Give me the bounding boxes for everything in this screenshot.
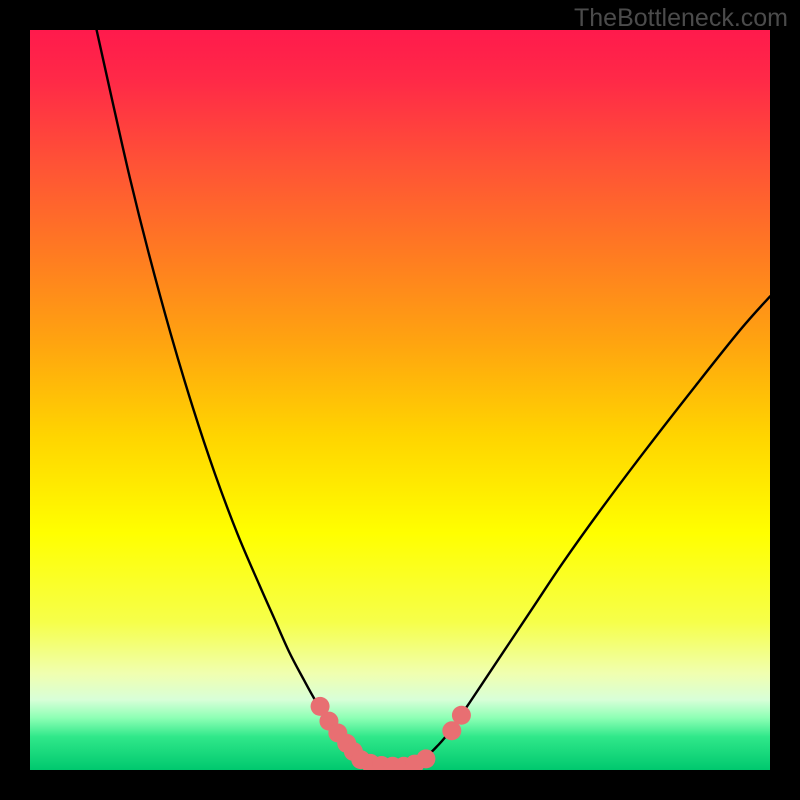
watermark-text: TheBottleneck.com: [574, 4, 788, 33]
bottleneck-chart-svg: [30, 30, 770, 770]
heat-gradient-bg: [30, 30, 770, 770]
curve-marker: [416, 749, 435, 768]
plot-area: [30, 30, 770, 770]
chart-frame: [0, 0, 800, 800]
curve-marker: [452, 706, 471, 725]
